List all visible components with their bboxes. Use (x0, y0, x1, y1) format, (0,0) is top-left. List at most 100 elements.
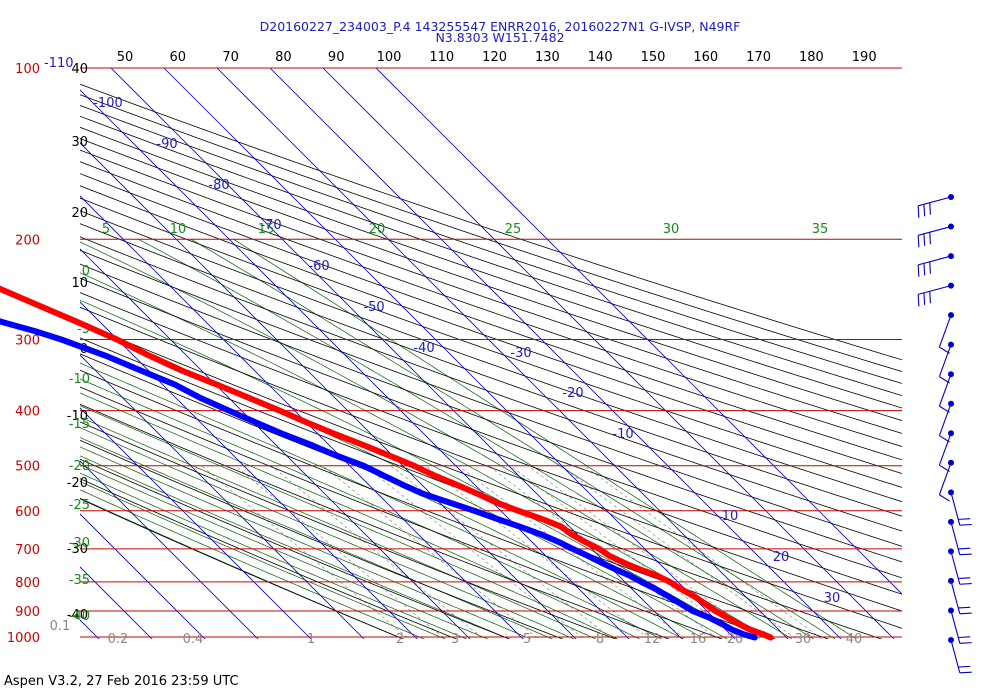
dry-adiabat-line (80, 149, 902, 434)
moist-adiabat-line (80, 416, 597, 639)
left-temperature-label: 10 (71, 276, 88, 291)
dry-adiabat-line (80, 439, 564, 639)
footer-version: Aspen V3.2, 27 Feb 2016 23:59 UTC (4, 674, 239, 689)
left-temperature-label: -10 (67, 409, 88, 424)
isotherm-line (80, 354, 365, 639)
dry-adiabat-line (80, 161, 902, 447)
isotherms (80, 68, 902, 639)
top-temperature-label: 100 (377, 50, 402, 65)
isotherm-line (80, 513, 206, 639)
mixing-ratio-label: 0.2 (108, 632, 129, 647)
isotherm-line (269, 68, 842, 639)
moist-adiabat-line (233, 239, 858, 639)
isotherm-label: -10 (612, 427, 633, 442)
dry-adiabat-line (80, 126, 902, 409)
pressure-tick-label: 100 (15, 62, 40, 77)
wind-barb-feather (929, 202, 931, 215)
mixing-ratio-label: 3 (451, 632, 459, 647)
top-temperature-label: 50 (117, 50, 134, 65)
dry-adiabat-line (80, 263, 902, 563)
isotherm-label: -80 (208, 178, 229, 193)
dry-adiabat-line (80, 421, 617, 639)
isotherm-label: -20 (562, 386, 583, 401)
isotherm-line (80, 407, 312, 639)
moist-adiabat-line (80, 272, 772, 639)
dry-adiabat-line (80, 94, 902, 372)
left-temperature-label: 20 (71, 206, 88, 221)
isotherm-label: -100 (93, 96, 123, 111)
theta-e-label: 20 (369, 222, 386, 237)
isotherm-label: 30 (824, 591, 841, 606)
moist-adiabat-line (80, 481, 447, 639)
mixing-ratio-label: 20 (727, 632, 744, 647)
wind-barb-feather (958, 636, 971, 639)
mixing-ratio-label: 5 (523, 632, 531, 647)
dry-adiabat-line (80, 223, 902, 517)
left-temperature-label: 30 (71, 135, 88, 150)
dry-adiabat-line (80, 386, 724, 639)
wind-barb-shaft (938, 374, 952, 407)
left-temperature-label: -40 (67, 608, 88, 623)
wind-barb-feather (959, 553, 972, 556)
dry-adiabat-line (80, 185, 902, 474)
mixing-ratio-label: 16 (690, 632, 707, 647)
wind-barb-feather (923, 292, 926, 305)
isotherm-line (322, 68, 895, 639)
mixing-ratio-label: 30 (795, 632, 812, 647)
isotherm-line (80, 248, 471, 639)
isotherm-label: -50 (363, 300, 384, 315)
pressure-tick-label: 600 (15, 505, 40, 520)
isotherm-label: -40 (413, 341, 434, 356)
mixing-ratio-label: 8 (596, 632, 604, 647)
top-temperature-label: 110 (429, 50, 454, 65)
wind-barb-feather (959, 671, 972, 674)
mixing-ratio-label: 1 (307, 632, 315, 647)
dry-adiabat-line (80, 249, 902, 547)
pressure-tick-label: 1000 (7, 631, 40, 646)
dry-adiabat-line (80, 292, 902, 595)
dry-adiabat-line (80, 277, 902, 579)
moist-adiabat-line (80, 446, 532, 639)
wind-barb-feather (959, 642, 972, 644)
moist-adiabat-line (80, 378, 663, 639)
top-temperature-label: 80 (275, 50, 292, 65)
wind-barb-shaft (938, 403, 952, 436)
wind-barb-feather (958, 577, 971, 579)
top-temperature-label: 90 (328, 50, 345, 65)
top-temperature-label: 60 (170, 50, 187, 65)
mixing-ratio-label: 0.4 (183, 632, 204, 647)
isotherm-line (80, 89, 630, 639)
chart-title-line2: N3.8303 W151.7482 (435, 30, 565, 45)
theta-e-label: 10 (170, 222, 187, 237)
wind-barb-feather (917, 294, 920, 307)
dry-adiabat-line (80, 458, 511, 639)
moist-adiabat-line (80, 427, 575, 639)
mixing-ratio-label: 12 (644, 632, 661, 647)
isotherm-line (375, 68, 902, 595)
moist-adiabat-line (80, 464, 489, 639)
isotherm-line (216, 68, 789, 639)
isotherm-label: -60 (308, 259, 329, 274)
isotherm-label: 20 (773, 550, 790, 565)
wind-barb-shaft (938, 344, 952, 377)
mixing-ratio-line (271, 465, 485, 639)
theta-e-label: 25 (505, 222, 522, 237)
left-moist-label: -15 (69, 417, 90, 432)
pressure-tick-label: 200 (15, 233, 40, 248)
dry-adiabat-line (80, 369, 777, 639)
dry-adiabat-line (80, 197, 902, 488)
moist-adiabat-line (80, 472, 468, 639)
mixing-ratio-line (560, 465, 797, 639)
wind-barb-feather (959, 523, 972, 526)
moist-adiabat-line (80, 455, 511, 639)
temperature-profile (0, 285, 774, 641)
moist-adiabat-line (80, 437, 554, 639)
wind-barb-shaft (918, 226, 952, 236)
top-temperature-label: 190 (852, 50, 877, 65)
isotherm-label: 10 (722, 509, 739, 524)
moist-adiabat-line (138, 238, 815, 639)
pressure-top-extra-label: -110 (44, 56, 74, 71)
wind-barb-feather (917, 264, 920, 277)
moist-adiabat-line (80, 489, 425, 639)
